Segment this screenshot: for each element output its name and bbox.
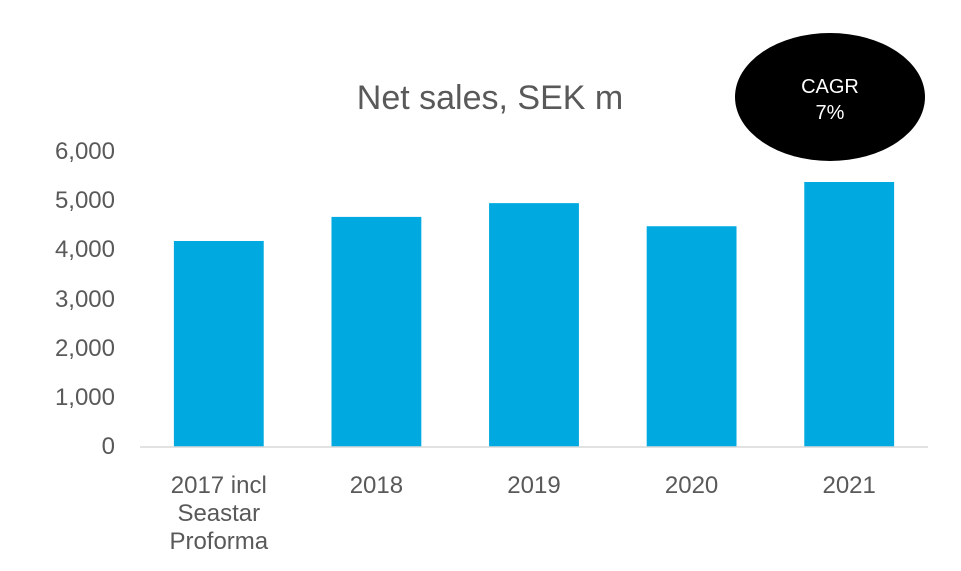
bar: [489, 203, 579, 447]
bar: [331, 216, 422, 447]
bar: [646, 226, 737, 447]
x-tick-label: 2017 incl Seastar Proforma: [169, 472, 269, 555]
y-tick-label: 5,000: [54, 187, 115, 215]
bar: [173, 240, 264, 447]
y-tick-label: 0: [101, 433, 115, 460]
x-tick-label: 2019: [507, 472, 561, 499]
y-tick-label: 2,000: [54, 334, 115, 362]
chart-title: Net sales, SEK m: [356, 79, 624, 117]
annotation-bubble: [735, 33, 925, 161]
y-tick-label: 3,000: [54, 285, 115, 313]
annotation: CAGR 7%: [801, 76, 859, 124]
y-tick-label: 6,000: [54, 138, 115, 165]
bar: [804, 181, 895, 447]
x-tick-label: 2021: [822, 472, 876, 499]
y-tick-label: 1,000: [54, 383, 115, 411]
x-tick-label: 2018: [349, 472, 404, 499]
x-tick-label: 2020: [664, 472, 719, 499]
y-tick-label: 4,000: [54, 236, 115, 264]
